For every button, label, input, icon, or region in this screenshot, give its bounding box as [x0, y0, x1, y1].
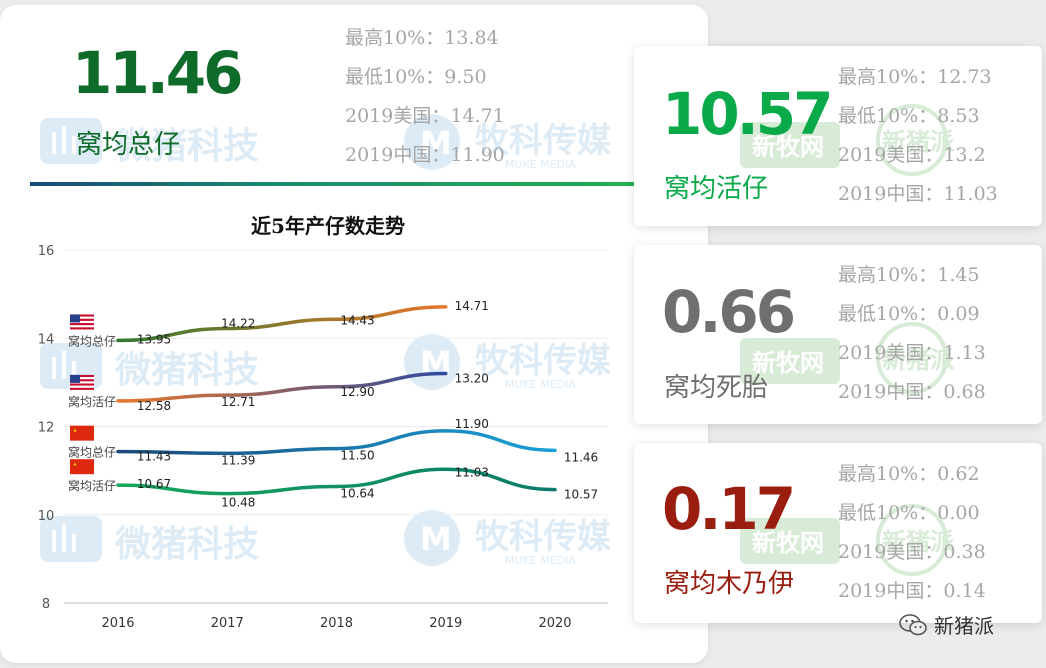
us-flag-icon	[70, 374, 94, 390]
series-name: 窝均活仔	[68, 478, 116, 493]
y-tick-label: 12	[38, 421, 55, 436]
x-tick-label: 2020	[538, 616, 571, 631]
series-line	[116, 429, 557, 456]
data-label: 11.46	[564, 450, 598, 464]
card-mummified-label: 窝均木乃伊	[664, 569, 795, 599]
data-label: 13.20	[455, 372, 489, 386]
main-stat-us2019: 2019美国：14.71	[345, 105, 505, 127]
data-label: 11.50	[340, 449, 374, 463]
data-label: 11.90	[455, 417, 489, 431]
y-tick-label: 16	[38, 244, 55, 259]
card-stillborn-stat-cn2019: 2019中国：0.68	[838, 381, 986, 403]
series-line	[116, 371, 448, 403]
card-live-piglets-label: 窝均活仔	[664, 174, 769, 204]
card-stillborn-stat-us2019: 2019美国：1.13	[838, 342, 986, 364]
footer-text: 新猪派	[934, 614, 994, 638]
data-label: 10.64	[340, 487, 374, 501]
y-tick-label: 14	[38, 332, 55, 347]
main-panel	[0, 5, 708, 663]
data-label: 14.43	[340, 313, 374, 327]
data-label: 12.71	[221, 395, 255, 409]
main-stat-bottom10: 最低10%：9.50	[345, 66, 487, 88]
card-stillborn-value: 0.66	[662, 278, 796, 346]
cn-flag-icon	[70, 425, 94, 441]
card-mummified-value: 0.17	[662, 475, 796, 543]
chart-data-labels: 13.95 14.22 14.43 14.71 12.58 12.71 12.90 13.20…	[137, 299, 598, 510]
header-divider	[30, 182, 634, 186]
y-tick-label: 10	[38, 509, 55, 524]
main-stat-cn2019: 2019中国：11.90	[345, 144, 505, 166]
series-line	[116, 305, 448, 343]
data-label: 14.22	[221, 317, 255, 331]
footer-source: 新猪派	[898, 610, 994, 639]
x-tick-label: 2018	[320, 616, 353, 631]
data-label: 12.90	[340, 385, 374, 399]
data-label: 11.43	[137, 450, 171, 464]
card-live-piglets-stat-us2019: 2019美国：13.2	[838, 144, 986, 166]
main-stat-top10: 最高10%：13.84	[345, 27, 499, 49]
main-label: 窝均总仔	[76, 130, 181, 160]
data-label: 10.57	[564, 488, 598, 502]
card-live-piglets-value: 10.57	[662, 80, 833, 148]
x-tick-label: 2016	[101, 616, 134, 631]
series-name: 窝均总仔	[68, 445, 116, 460]
card-live-piglets-stat-bottom10: 最低10%：8.53	[838, 105, 980, 127]
x-tick-label: 2017	[211, 616, 244, 631]
card-live-piglets-stat-cn2019: 2019中国：11.03	[838, 183, 998, 205]
card-stillborn	[634, 245, 1042, 424]
card-mummified-stat-bottom10: 最低10%：0.00	[838, 502, 980, 524]
main-value: 11.46	[72, 39, 243, 107]
data-label: 13.95	[137, 332, 171, 346]
data-label: 10.67	[137, 477, 171, 491]
card-mummified-stat-us2019: 2019美国：0.38	[838, 541, 986, 563]
data-label: 12.58	[137, 399, 171, 413]
card-live-piglets	[634, 46, 1042, 226]
chart-grid	[64, 249, 608, 604]
card-mummified-stat-cn2019: 2019中国：0.14	[838, 580, 986, 602]
card-stillborn-stat-top10: 最高10%：1.45	[838, 264, 980, 286]
x-axis: 2016 2017 2018 2019 2020	[101, 616, 571, 631]
card-live-piglets-stat-top10: 最高10%：12.73	[838, 66, 992, 88]
chart-lines	[116, 305, 557, 496]
us-flag-icon	[70, 314, 94, 330]
card-stillborn-stat-bottom10: 最低10%：0.09	[838, 303, 980, 325]
chart-title: 近5年产仔数走势	[251, 214, 405, 238]
series-line	[116, 467, 557, 496]
data-label: 14.71	[455, 299, 489, 313]
card-mummified	[634, 443, 1042, 623]
card-stillborn-label: 窝均死胎	[664, 373, 769, 403]
x-tick-label: 2019	[429, 616, 462, 631]
y-axis: 8 10 12 14 16	[38, 244, 55, 612]
y-tick-label: 8	[42, 597, 50, 612]
cn-flag-icon	[70, 459, 94, 475]
wechat-icon	[899, 613, 927, 635]
card-mummified-stat-top10: 最高10%：0.62	[838, 463, 980, 485]
series-name: 窝均总仔	[68, 333, 116, 348]
data-label: 10.48	[221, 496, 255, 510]
data-label: 11.39	[221, 453, 255, 467]
data-label: 11.03	[455, 465, 489, 479]
series-name: 窝均活仔	[68, 394, 116, 409]
